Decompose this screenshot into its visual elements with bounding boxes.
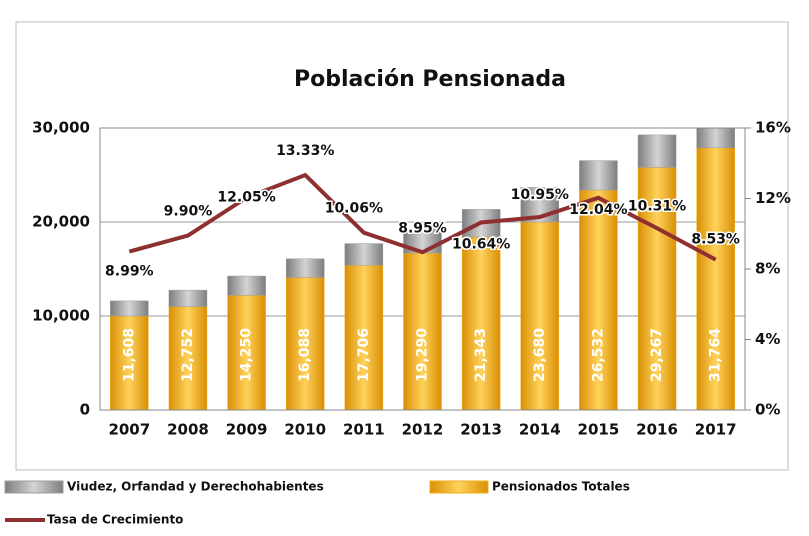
legend-label: Tasa de Crecimiento — [47, 513, 183, 527]
y-tick-label: 20,000 — [32, 213, 90, 231]
bar-segment — [579, 160, 618, 191]
rate-label: 10.31% — [628, 198, 686, 214]
x-tick-label: 2014 — [519, 421, 561, 439]
y2-tick-label: 4% — [755, 330, 780, 348]
x-tick-label: 2016 — [636, 421, 678, 439]
bar-total-label: 31,764 — [708, 328, 724, 382]
legend-swatch — [4, 480, 64, 494]
bar-total-label: 17,706 — [356, 328, 372, 382]
x-tick-label: 2017 — [695, 421, 737, 439]
x-tick-label: 2007 — [108, 421, 150, 439]
bar-segment — [168, 289, 208, 307]
bar-segment — [461, 236, 501, 410]
x-tick-label: 2008 — [167, 421, 209, 439]
bar-segment — [637, 134, 677, 168]
legend-label: Viudez, Orfandad y Derechohabientes — [67, 480, 324, 494]
bar-total-label: 26,532 — [590, 328, 606, 382]
y-tick-label: 10,000 — [32, 307, 90, 325]
rate-label: 10.06% — [325, 201, 383, 217]
y2-tick-label: 8% — [755, 260, 780, 278]
bar-segment — [285, 258, 325, 278]
rate-line — [128, 172, 717, 262]
y2-tick-label: 16% — [755, 119, 791, 137]
y-tick-label: 30,000 — [32, 119, 90, 137]
bar-total-label: 12,752 — [180, 328, 196, 382]
bar-segment — [227, 295, 266, 410]
bar-total-label: 14,250 — [239, 328, 255, 382]
rate-label: 13.33% — [276, 143, 334, 159]
bar-segment — [168, 306, 208, 410]
bar-total-label: 21,343 — [473, 328, 489, 382]
y-tick-label: 0 — [80, 401, 90, 419]
bar-segment — [344, 243, 384, 266]
rate-label: 8.99% — [105, 264, 154, 280]
x-tick-label: 2013 — [460, 421, 502, 439]
bar-segment — [637, 167, 677, 410]
rate-label: 8.95% — [398, 220, 447, 236]
bar-segment — [579, 189, 618, 410]
bar-segment — [696, 147, 735, 410]
y2-tick-label: 12% — [755, 189, 791, 207]
x-tick-label: 2009 — [226, 421, 268, 439]
rate-label: 10.64% — [452, 236, 510, 252]
rate-label: 12.05% — [217, 190, 275, 206]
legend-label: Pensionados Totales — [492, 480, 630, 494]
x-tick-label: 2010 — [284, 421, 326, 439]
bar-total-label: 11,608 — [121, 328, 137, 382]
rate-label: 10.95% — [511, 187, 569, 203]
y2-tick-label: 0% — [755, 401, 780, 419]
bar-segment — [110, 300, 149, 317]
bar-total-label: 19,290 — [415, 328, 431, 382]
bar-total-label: 16,088 — [297, 328, 313, 382]
x-tick-label: 2012 — [402, 421, 444, 439]
bar-total-label: 29,267 — [649, 328, 665, 382]
x-tick-label: 2011 — [343, 421, 385, 439]
chart-title: Población Pensionada — [294, 67, 566, 92]
legend-swatch — [429, 480, 489, 494]
rate-label: 12.04% — [569, 202, 627, 218]
bar-total-label: 23,680 — [532, 328, 548, 382]
bar-segment — [403, 252, 442, 410]
bar-segment — [520, 221, 560, 410]
bar-segment — [696, 128, 735, 148]
rate-label: 9.90% — [164, 204, 213, 220]
bar-segment — [110, 315, 149, 410]
rate-label: 8.53% — [691, 232, 740, 248]
bar-segment — [227, 275, 266, 296]
x-tick-label: 2015 — [578, 421, 620, 439]
